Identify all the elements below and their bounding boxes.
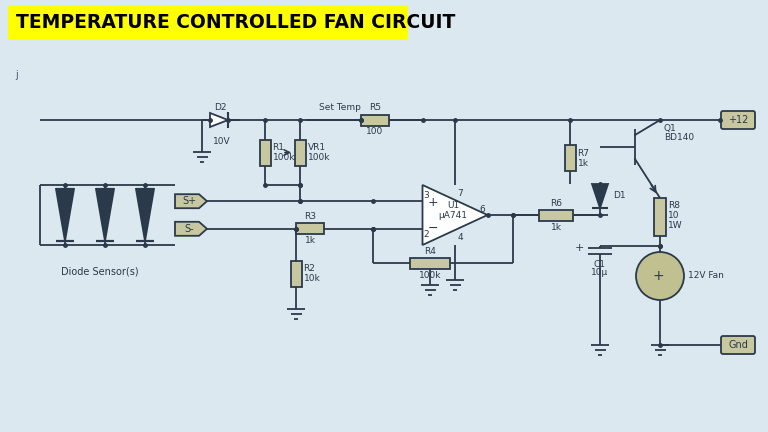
- Text: R8: R8: [668, 201, 680, 210]
- Text: Set Temp: Set Temp: [319, 103, 361, 112]
- Bar: [290, 261, 302, 287]
- Bar: [410, 257, 450, 269]
- Bar: [294, 140, 306, 165]
- Text: BD140: BD140: [664, 133, 694, 143]
- Text: 12V Fan: 12V Fan: [688, 271, 724, 280]
- Text: 100k: 100k: [419, 270, 442, 280]
- Circle shape: [636, 252, 684, 300]
- Text: 6: 6: [480, 204, 485, 213]
- Text: U1: U1: [447, 200, 459, 210]
- Text: R5: R5: [369, 104, 381, 112]
- Text: 1W: 1W: [668, 222, 683, 231]
- Text: S+: S+: [182, 196, 196, 206]
- Text: μA741: μA741: [439, 212, 468, 220]
- Text: R3: R3: [304, 212, 316, 221]
- Text: 2: 2: [424, 230, 429, 239]
- Text: 4: 4: [457, 232, 463, 241]
- Text: TEMPERATURE CONTROLLED FAN CIRCUIT: TEMPERATURE CONTROLLED FAN CIRCUIT: [16, 13, 455, 32]
- Text: 1k: 1k: [551, 222, 561, 232]
- Bar: [260, 140, 270, 165]
- Text: +: +: [427, 196, 438, 209]
- Text: +: +: [652, 269, 664, 283]
- Bar: [539, 210, 573, 220]
- Text: 100: 100: [366, 127, 384, 137]
- Polygon shape: [136, 189, 154, 241]
- Text: R6: R6: [550, 198, 562, 207]
- Text: Q1: Q1: [664, 124, 677, 133]
- Text: 10k: 10k: [303, 274, 320, 283]
- Polygon shape: [56, 189, 74, 241]
- Text: 1k: 1k: [304, 236, 316, 245]
- Text: 100k: 100k: [273, 153, 295, 162]
- Text: 100k: 100k: [307, 153, 330, 162]
- Text: D2: D2: [214, 104, 227, 112]
- Text: 10V: 10V: [214, 137, 231, 146]
- Text: R1: R1: [273, 143, 284, 152]
- Bar: [296, 223, 324, 234]
- Text: +12: +12: [728, 115, 748, 125]
- Text: Diode Sensor(s): Diode Sensor(s): [61, 267, 139, 277]
- Bar: [654, 198, 666, 236]
- Bar: [361, 114, 389, 126]
- Polygon shape: [422, 185, 488, 245]
- Polygon shape: [175, 194, 207, 208]
- Text: j: j: [15, 70, 18, 80]
- Text: S-: S-: [184, 224, 194, 234]
- Text: R7: R7: [578, 149, 590, 158]
- Polygon shape: [96, 189, 114, 241]
- Text: D1: D1: [613, 191, 626, 200]
- Text: +: +: [574, 243, 584, 253]
- Polygon shape: [592, 184, 608, 208]
- Text: 7: 7: [457, 188, 463, 197]
- Polygon shape: [210, 113, 228, 127]
- Polygon shape: [175, 222, 207, 236]
- Text: R2: R2: [303, 264, 316, 273]
- Text: R4: R4: [424, 247, 436, 255]
- Text: −: −: [427, 222, 438, 235]
- Text: VR1: VR1: [307, 143, 326, 152]
- Text: C1: C1: [594, 260, 606, 269]
- Bar: [8, 6, 408, 40]
- Text: 10μ: 10μ: [591, 268, 608, 277]
- FancyBboxPatch shape: [721, 336, 755, 354]
- Text: 1k: 1k: [578, 159, 588, 168]
- Text: 3: 3: [424, 191, 429, 200]
- Text: Gnd: Gnd: [728, 340, 748, 350]
- FancyBboxPatch shape: [721, 111, 755, 129]
- Text: 10: 10: [668, 212, 680, 220]
- Bar: [564, 145, 575, 171]
